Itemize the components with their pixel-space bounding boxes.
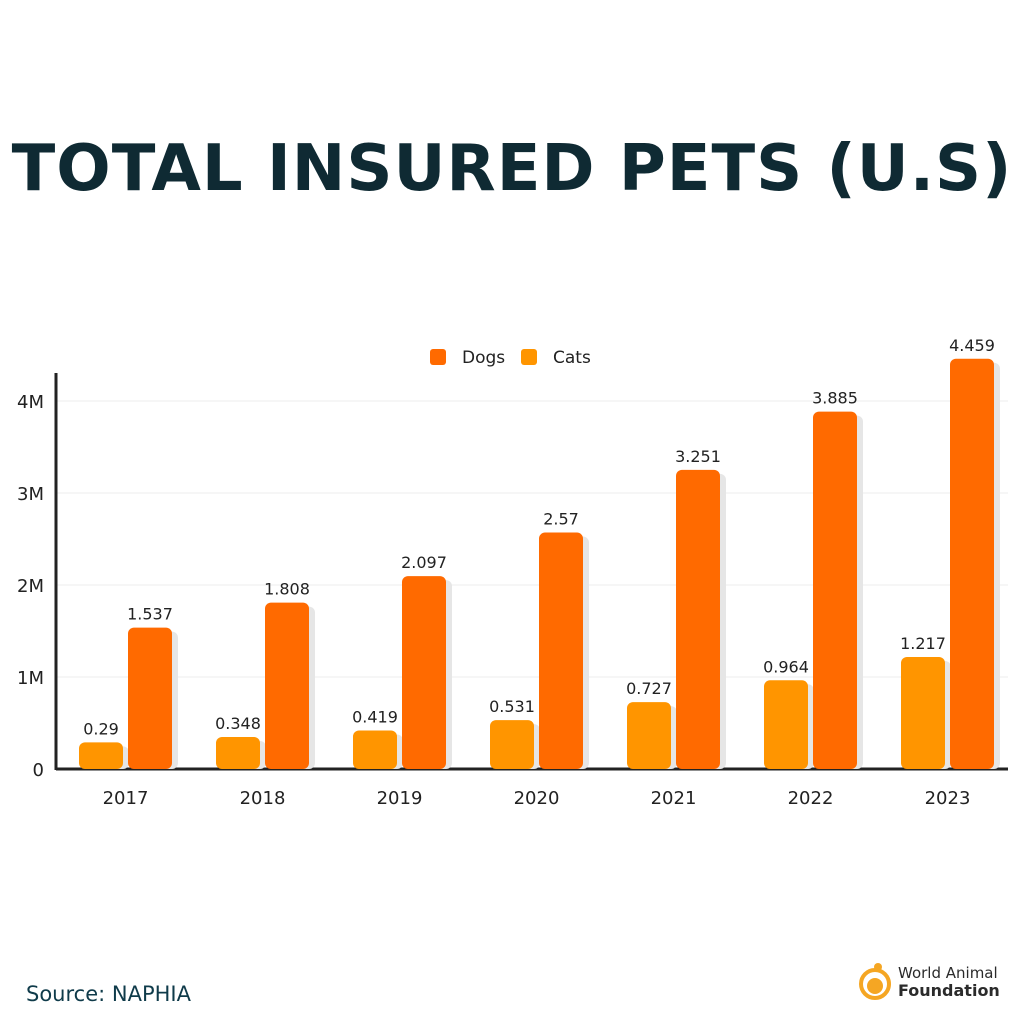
- y-tick-label: 4M: [17, 392, 44, 413]
- x-tick-label: 2018: [240, 788, 286, 809]
- x-tick-label: 2023: [925, 788, 971, 809]
- bar-cats-2018: [216, 736, 260, 769]
- data-label-dogs-2019: 2.097: [401, 553, 447, 572]
- data-label-cats-2023: 1.217: [900, 634, 946, 653]
- data-label-cats-2019: 0.419: [352, 707, 398, 726]
- data-label-dogs-2017: 1.537: [127, 605, 173, 624]
- logo-line2: Foundation: [898, 981, 1000, 1000]
- data-label-dogs-2018: 1.808: [264, 580, 310, 599]
- legend-swatch-dogs: [430, 349, 446, 365]
- y-tick-label: 3M: [17, 484, 44, 505]
- bar-cats-2019: [353, 730, 397, 769]
- y-tick-label: 2M: [17, 576, 44, 597]
- data-label-dogs-2020: 2.57: [543, 510, 579, 529]
- bar-cats-2020: [490, 720, 534, 769]
- logo-line1: World Animal: [898, 964, 998, 982]
- bar-dogs-2020: [539, 532, 583, 769]
- y-tick-label: 1M: [17, 668, 44, 689]
- bar-dogs-2018: [265, 602, 309, 769]
- data-label-cats-2020: 0.531: [489, 697, 535, 716]
- data-label-cats-2022: 0.964: [763, 657, 809, 676]
- legend-swatch-cats: [521, 349, 537, 365]
- x-tick-label: 2020: [514, 788, 560, 809]
- bar-dogs-2019: [402, 576, 446, 769]
- bar-dogs-2022: [813, 411, 857, 769]
- bar-cats-2023: [901, 657, 945, 769]
- world-animal-foundation-logo: World Animal Foundation: [858, 962, 1000, 1002]
- legend-label-dogs: Dogs: [462, 348, 505, 368]
- x-tick-label: 2021: [651, 788, 697, 809]
- bar-dogs-2023: [950, 358, 994, 769]
- x-tick-label: 2019: [377, 788, 423, 809]
- legend-label-cats: Cats: [553, 348, 591, 368]
- data-label-cats-2018: 0.348: [215, 714, 261, 733]
- data-label-dogs-2022: 3.885: [812, 389, 858, 408]
- data-label-dogs-2023: 4.459: [949, 336, 995, 355]
- bar-cats-2021: [627, 702, 671, 769]
- paw-dog-logo-icon: [859, 963, 891, 1000]
- data-label-dogs-2021: 3.251: [675, 447, 721, 466]
- bar-cats-2022: [764, 680, 808, 769]
- chart-title: TOTAL INSURED PETS (U.S): [11, 132, 1013, 206]
- data-label-cats-2021: 0.727: [626, 679, 672, 698]
- x-tick-label: 2017: [103, 788, 149, 809]
- bar-dogs-2021: [676, 469, 720, 769]
- source-note: Source: NAPHIA: [26, 982, 191, 1006]
- x-tick-label: 2022: [788, 788, 834, 809]
- y-tick-label: 0: [33, 760, 44, 781]
- bar-cats-2017: [79, 742, 123, 769]
- data-label-cats-2017: 0.29: [83, 719, 119, 738]
- bar-dogs-2017: [128, 627, 172, 769]
